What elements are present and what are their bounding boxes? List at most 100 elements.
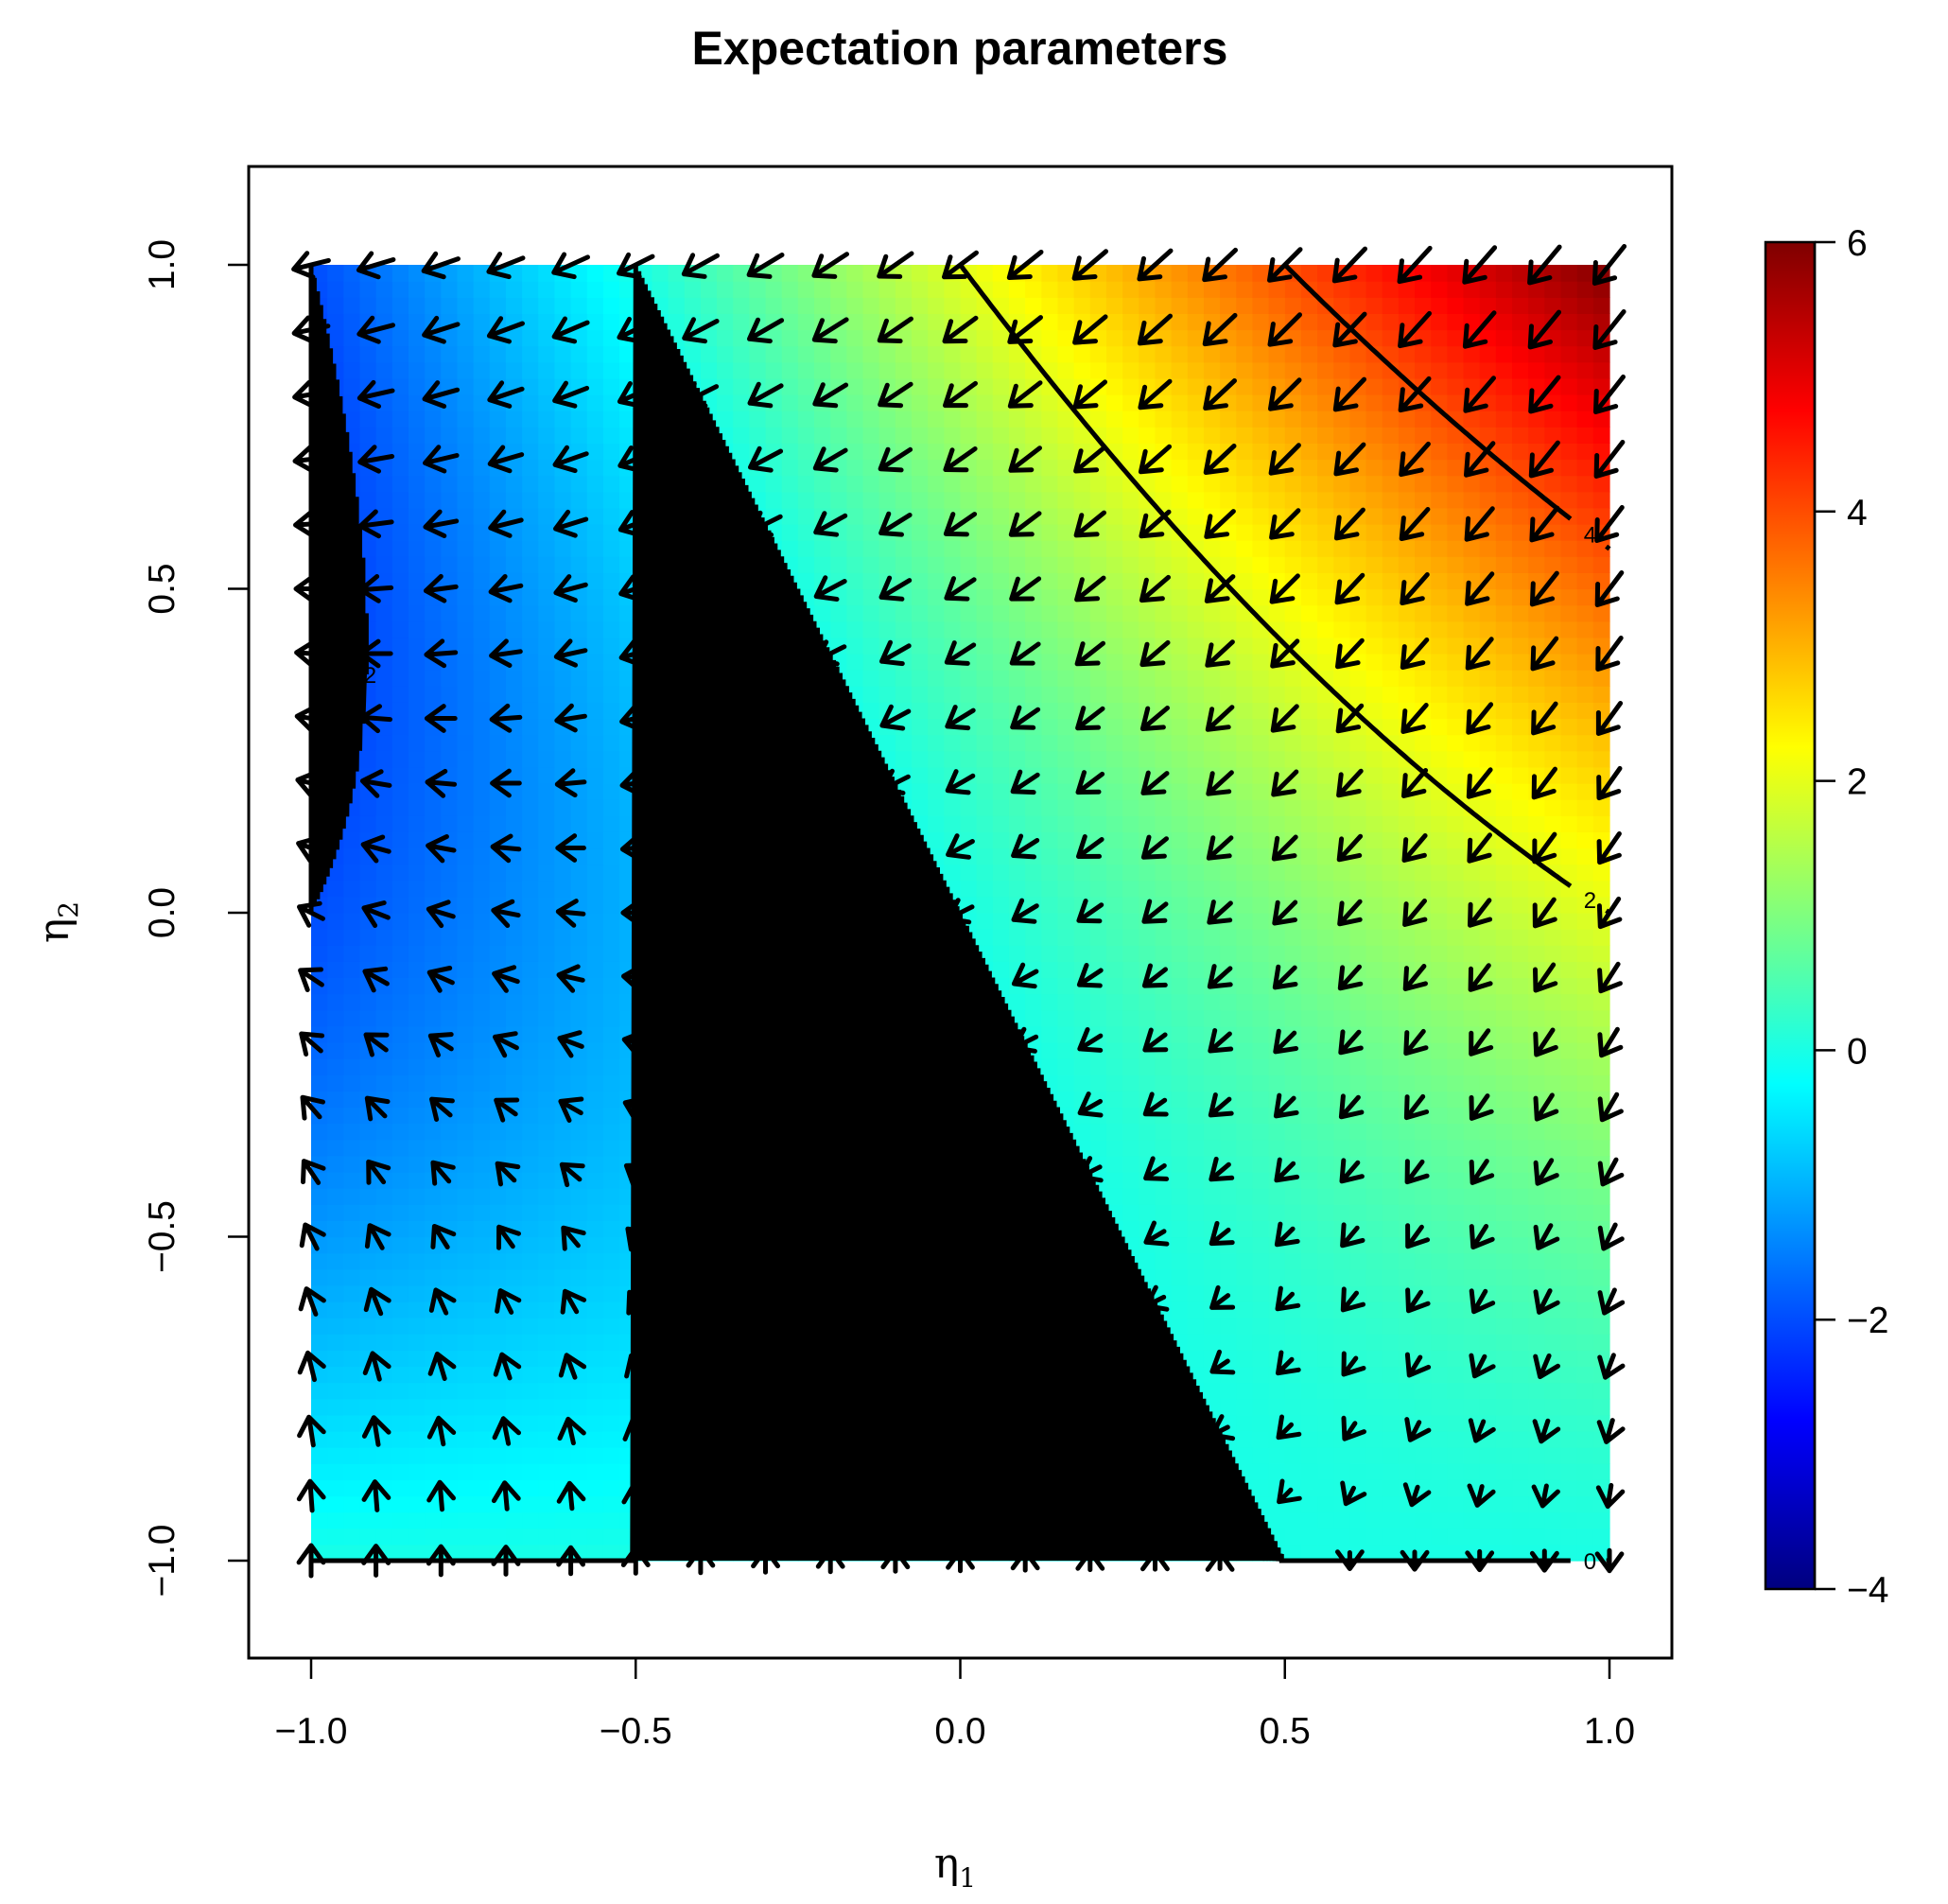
heatmap-cell bbox=[1220, 1139, 1237, 1157]
heatmap-cell bbox=[1236, 1431, 1254, 1448]
heatmap-cell bbox=[749, 297, 767, 314]
heatmap-cell bbox=[473, 604, 491, 622]
heatmap-cell bbox=[1317, 1220, 1334, 1238]
heatmap-cell bbox=[1300, 1301, 1318, 1319]
heatmap-cell bbox=[976, 394, 994, 411]
heatmap-cell bbox=[522, 524, 539, 541]
heatmap-cell bbox=[408, 1301, 426, 1319]
heatmap-cell bbox=[1187, 1220, 1205, 1238]
heatmap-cell bbox=[1171, 507, 1189, 525]
heatmap-cell bbox=[570, 604, 588, 622]
heatmap-cell bbox=[1122, 1220, 1139, 1238]
heatmap-cell bbox=[425, 1366, 442, 1384]
heatmap-cell bbox=[457, 265, 475, 282]
heatmap-cell bbox=[457, 718, 475, 736]
heatmap-cell bbox=[473, 1220, 491, 1238]
heatmap-cell bbox=[554, 1463, 572, 1480]
heatmap-cell bbox=[359, 1318, 377, 1335]
heatmap-cell bbox=[1105, 1123, 1123, 1141]
heatmap-cell bbox=[586, 1382, 604, 1400]
heatmap-cell bbox=[928, 750, 945, 768]
heatmap-cell bbox=[522, 1495, 539, 1513]
heatmap-cell bbox=[1073, 929, 1091, 946]
heatmap-cell bbox=[586, 1220, 604, 1238]
heatmap-cell bbox=[1122, 524, 1139, 541]
heatmap-cell bbox=[1284, 864, 1302, 882]
heatmap-cell bbox=[960, 750, 978, 768]
heatmap-cell bbox=[992, 896, 1010, 914]
heatmap-cell bbox=[1268, 929, 1286, 946]
heatmap-cell bbox=[473, 394, 491, 411]
heatmap-cell bbox=[1089, 799, 1107, 816]
heatmap-cell bbox=[1025, 297, 1042, 314]
heatmap-cell bbox=[391, 847, 409, 865]
heatmap-cell bbox=[522, 1204, 539, 1221]
heatmap-cell bbox=[944, 345, 962, 363]
heatmap-cell bbox=[912, 507, 929, 525]
heatmap-cell bbox=[538, 1204, 556, 1221]
heatmap-cell bbox=[457, 896, 475, 914]
heatmap-cell bbox=[425, 864, 442, 882]
heatmap-cell bbox=[1236, 1204, 1254, 1221]
heatmap-cell bbox=[602, 507, 620, 525]
heatmap-cell bbox=[1089, 361, 1107, 379]
heatmap-cell bbox=[602, 1139, 620, 1157]
heatmap-cell bbox=[457, 524, 475, 541]
heatmap-cell bbox=[408, 1495, 426, 1513]
heatmap-cell bbox=[912, 556, 929, 573]
heatmap-cell bbox=[602, 1074, 620, 1092]
heatmap-cell bbox=[912, 572, 929, 590]
heatmap-cell bbox=[359, 815, 377, 832]
heatmap-cell bbox=[1203, 1188, 1221, 1205]
heatmap-cell bbox=[1252, 572, 1270, 590]
heatmap-cell bbox=[765, 410, 783, 428]
heatmap-cell bbox=[391, 880, 409, 898]
heatmap-cell bbox=[1236, 1268, 1254, 1286]
heatmap-cell bbox=[912, 265, 929, 282]
heatmap-cell bbox=[1171, 750, 1189, 768]
heatmap-cell bbox=[1089, 686, 1107, 703]
heatmap-cell bbox=[375, 1123, 393, 1141]
heatmap-cell bbox=[602, 1268, 620, 1286]
heatmap-cell bbox=[554, 1382, 572, 1400]
heatmap-cell bbox=[408, 1139, 426, 1157]
heatmap-cell bbox=[1025, 799, 1042, 816]
heatmap-cell bbox=[1089, 734, 1107, 752]
heatmap-cell bbox=[343, 1284, 361, 1302]
heatmap-cell bbox=[457, 637, 475, 655]
heatmap-cell bbox=[408, 459, 426, 477]
heatmap-cell bbox=[1300, 1252, 1318, 1270]
heatmap-cell bbox=[1187, 670, 1205, 687]
heatmap-cell bbox=[343, 297, 361, 314]
heatmap-cell bbox=[457, 1058, 475, 1075]
heatmap-cell bbox=[359, 880, 377, 898]
heatmap-cell bbox=[441, 604, 459, 622]
heatmap-cell bbox=[1089, 297, 1107, 314]
heatmap-cell bbox=[1025, 750, 1042, 768]
heatmap-cell bbox=[781, 507, 799, 525]
heatmap-cell bbox=[1187, 1074, 1205, 1092]
heatmap-cell bbox=[1139, 1252, 1157, 1270]
heatmap-cell bbox=[1171, 654, 1189, 671]
heatmap-cell bbox=[619, 410, 636, 428]
heatmap-cell bbox=[960, 620, 978, 638]
heatmap-cell bbox=[489, 297, 507, 314]
heatmap-cell bbox=[473, 361, 491, 379]
heatmap-cell bbox=[586, 1123, 604, 1141]
heatmap-cell bbox=[359, 1139, 377, 1157]
heatmap-cell bbox=[1300, 1123, 1318, 1141]
heatmap-cell bbox=[749, 361, 767, 379]
heatmap-cell bbox=[1284, 1009, 1302, 1027]
heatmap-cell bbox=[928, 443, 945, 461]
heatmap-cell bbox=[619, 670, 636, 687]
heatmap-cell bbox=[1041, 783, 1059, 800]
heatmap-cell bbox=[1122, 654, 1139, 671]
heatmap-cell bbox=[586, 281, 604, 298]
heatmap-cell bbox=[441, 750, 459, 768]
heatmap-cell bbox=[505, 1334, 523, 1351]
heatmap-cell bbox=[602, 281, 620, 298]
heatmap-cell bbox=[327, 945, 344, 962]
heatmap-cell bbox=[391, 1382, 409, 1400]
heatmap-cell bbox=[441, 1009, 459, 1027]
heatmap-cell bbox=[1317, 1252, 1334, 1270]
